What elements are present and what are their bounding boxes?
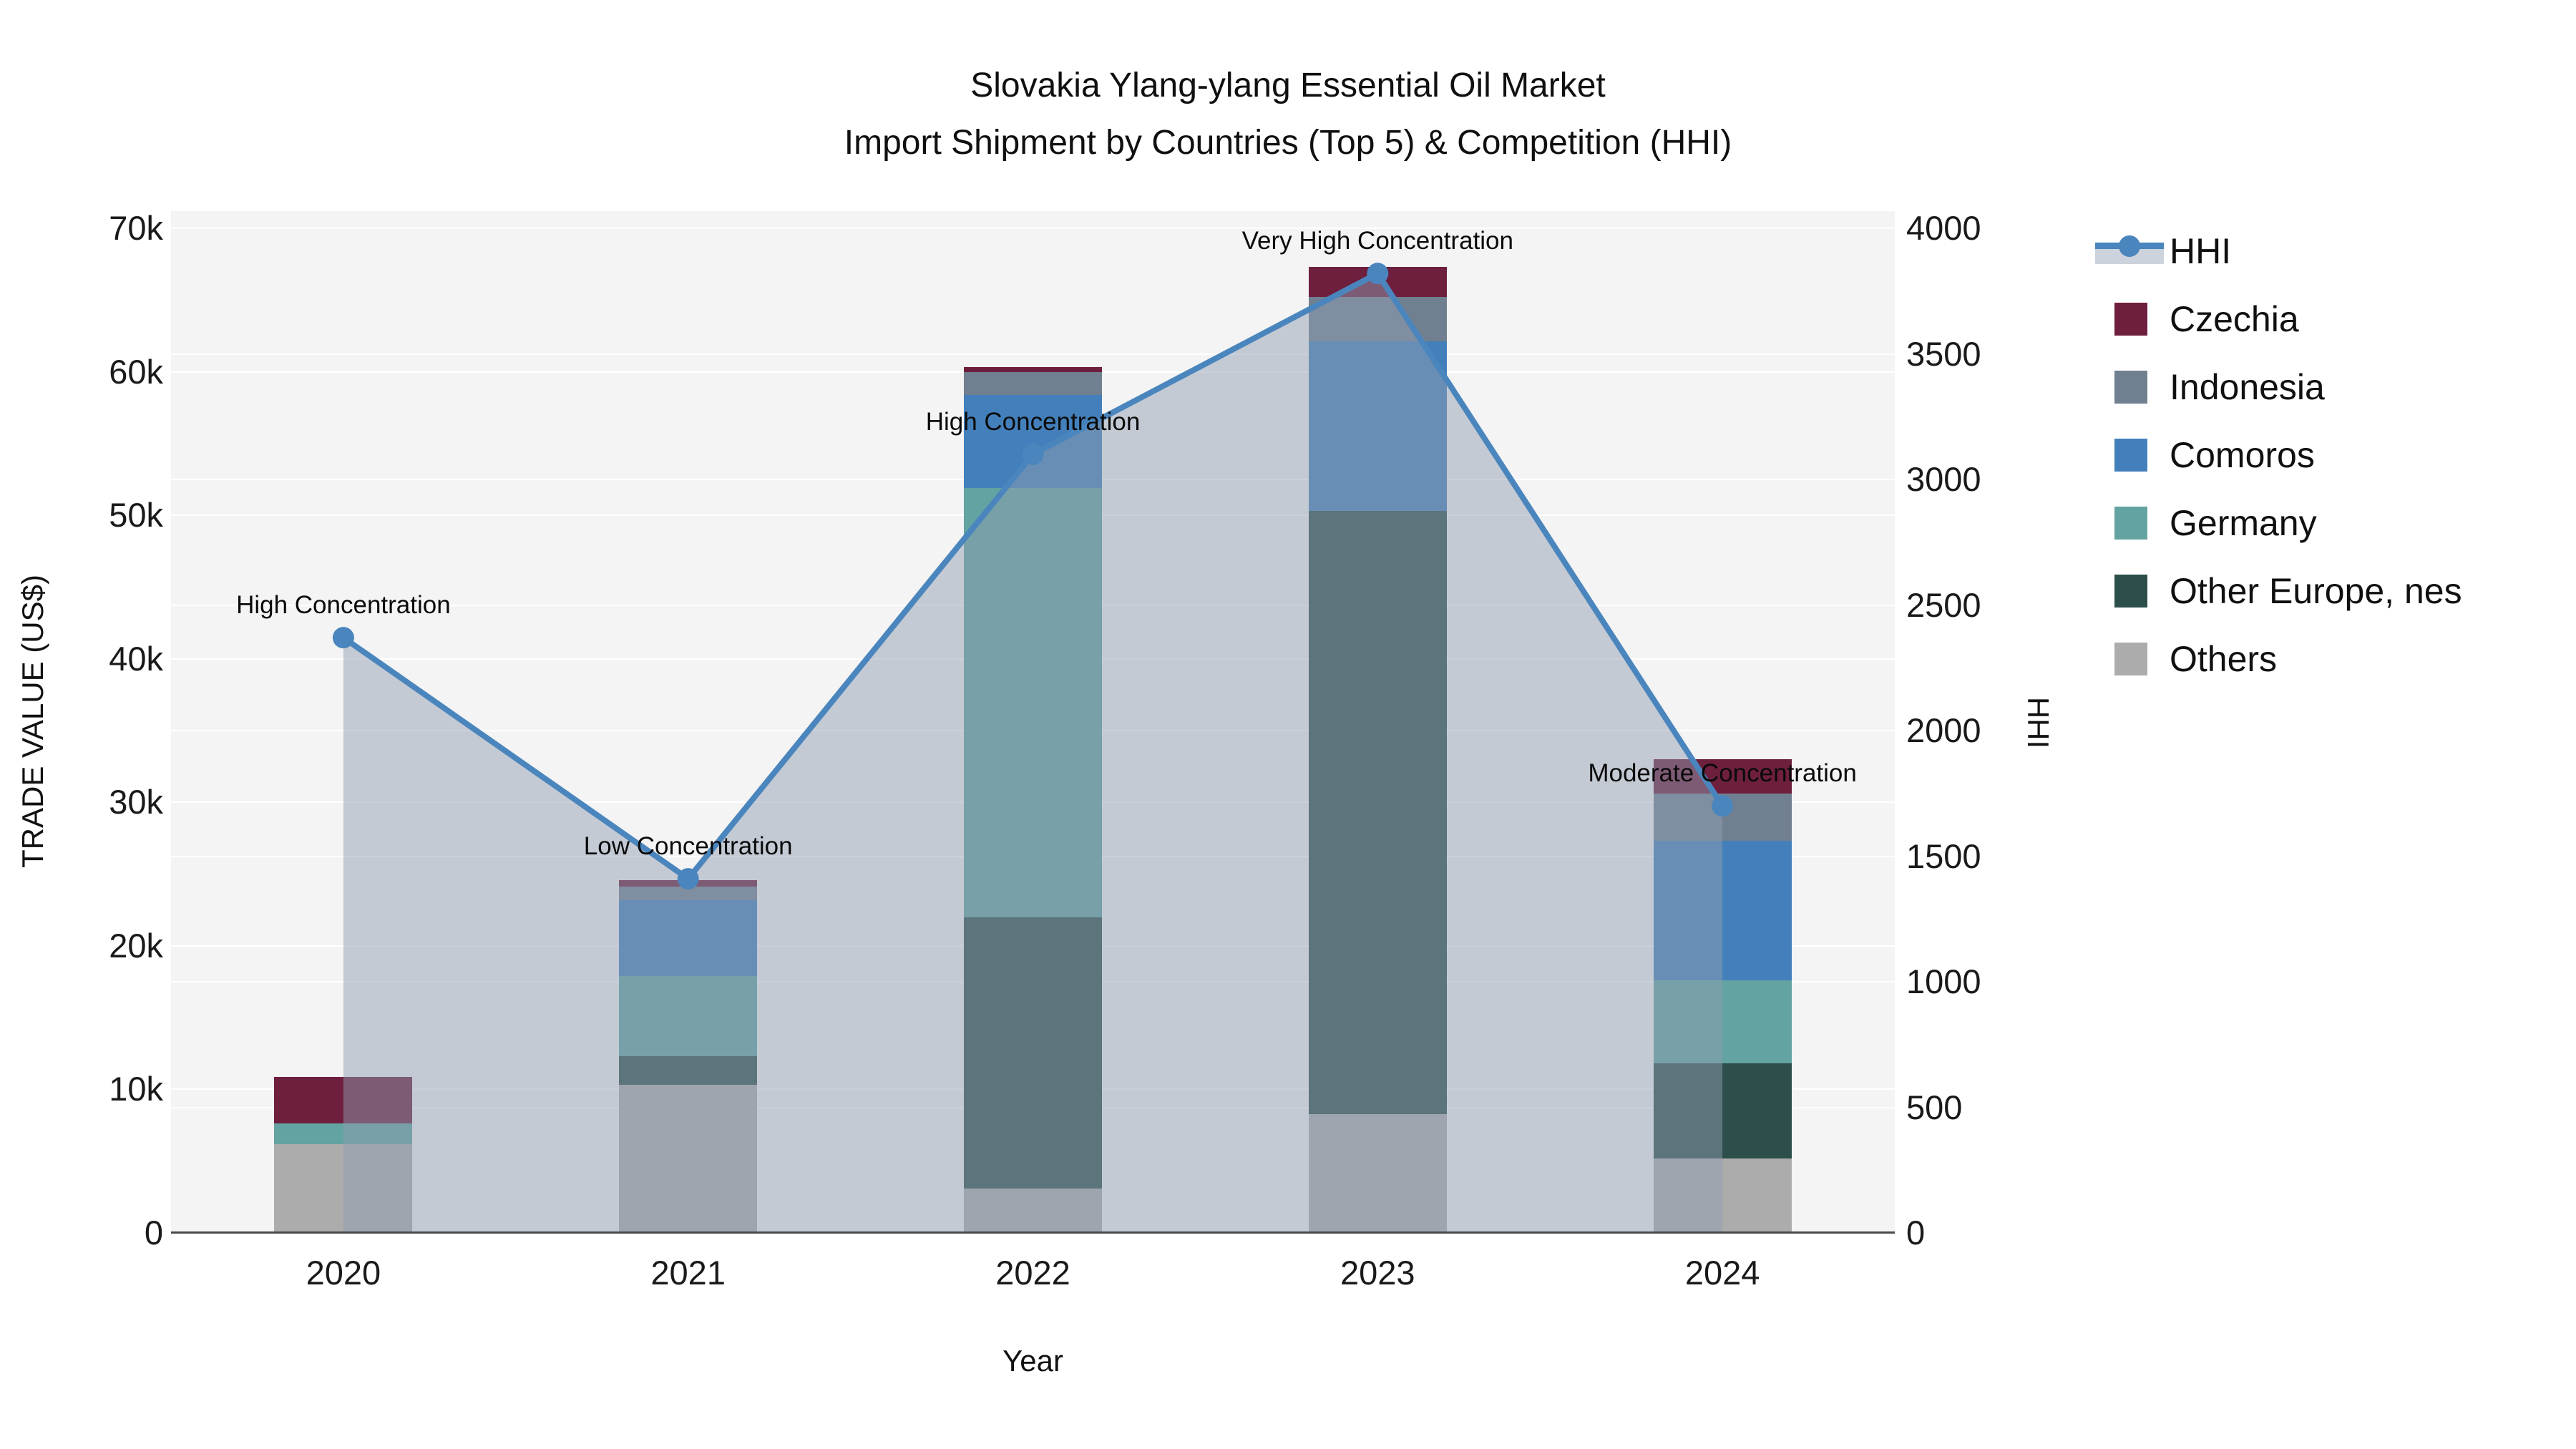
bar-segment-germany-2024[interactable] bbox=[1653, 980, 1792, 1064]
y-right-axis-title: HHI bbox=[2021, 696, 2055, 749]
legend-swatch-comoros bbox=[2114, 439, 2147, 472]
legend-item-others[interactable]: Others bbox=[2089, 635, 2547, 683]
bar-segment-others-2020[interactable] bbox=[274, 1143, 413, 1233]
annotation-2023: Very High Concentration bbox=[1241, 227, 1513, 255]
y-right-tick-2000: 2000 bbox=[1906, 711, 1981, 749]
y-left-tick-40k: 40k bbox=[109, 639, 163, 678]
legend-item-indonesia[interactable]: Indonesia bbox=[2089, 364, 2547, 411]
bar-segment-others-2024[interactable] bbox=[1653, 1158, 1792, 1233]
legend-label-indonesia: Indonesia bbox=[2170, 367, 2325, 407]
x-tick-2023: 2023 bbox=[1340, 1254, 1415, 1292]
annotation-2022: High Concentration bbox=[925, 407, 1141, 436]
hhi-overlay bbox=[332, 263, 1734, 1234]
bar-segment-comoros-2024[interactable] bbox=[1653, 841, 1792, 980]
bar-segment-indonesia-2023[interactable] bbox=[1308, 297, 1447, 342]
x-tick-2024: 2024 bbox=[1684, 1254, 1760, 1292]
hhi-marker-2024[interactable] bbox=[1712, 795, 1734, 817]
bar-segment-comoros-2022[interactable] bbox=[964, 394, 1102, 489]
bar-segment-czechia-2022[interactable] bbox=[964, 366, 1102, 372]
y-left-tick-20k: 20k bbox=[109, 926, 163, 965]
y-right-tick-3500: 3500 bbox=[1906, 334, 1981, 373]
y-left-tick-70k: 70k bbox=[109, 209, 163, 247]
plot-area bbox=[171, 211, 1895, 1234]
hhi-legend-glyph bbox=[2095, 235, 2164, 267]
hhi-marker-swatch bbox=[2119, 235, 2140, 257]
hhi-marker-2023[interactable] bbox=[1367, 263, 1389, 285]
x-axis-title: Year bbox=[1002, 1344, 1063, 1377]
hhi-marker-2020[interactable] bbox=[332, 627, 354, 649]
bar-segment-comoros-2023[interactable] bbox=[1308, 341, 1447, 512]
y-right-tick-500: 500 bbox=[1906, 1088, 1963, 1126]
y-left-tick-0: 0 bbox=[144, 1214, 163, 1252]
legend-label-hhi: HHI bbox=[2170, 231, 2232, 271]
annotation-2021: Low Concentration bbox=[583, 832, 793, 861]
legend-swatch-indonesia bbox=[2114, 371, 2147, 404]
legend-swatch-other_europe bbox=[2114, 575, 2147, 608]
bar-segment-others-2023[interactable] bbox=[1308, 1113, 1447, 1233]
x-tick-2021: 2021 bbox=[650, 1254, 726, 1292]
hhi-marker-2021[interactable] bbox=[677, 868, 699, 890]
annotation-2020: High Concentration bbox=[236, 591, 451, 620]
y-right-tick-4000: 4000 bbox=[1906, 209, 1981, 247]
legend-swatch-czechia bbox=[2114, 303, 2147, 336]
bar-segment-germany-2020[interactable] bbox=[274, 1123, 413, 1144]
bar-segment-czechia-2020[interactable] bbox=[274, 1077, 413, 1123]
legend-label-czechia: Czechia bbox=[2170, 299, 2299, 339]
y-left-tick-60k: 60k bbox=[109, 352, 163, 391]
bar-segment-comoros-2021[interactable] bbox=[619, 899, 758, 976]
legend-item-comoros[interactable]: Comoros bbox=[2089, 431, 2547, 479]
legend-item-czechia[interactable]: Czechia bbox=[2089, 296, 2547, 343]
annotation-2024: Moderate Concentration bbox=[1588, 759, 1857, 788]
hhi-area bbox=[343, 273, 1723, 1234]
legend-swatch-others bbox=[2114, 643, 2147, 675]
legend-item-germany[interactable]: Germany bbox=[2089, 499, 2547, 547]
gridline-hhi-4000 bbox=[171, 228, 1895, 229]
legend-item-hhi[interactable]: HHI bbox=[2089, 228, 2547, 275]
y-right-tick-3000: 3000 bbox=[1906, 460, 1981, 498]
gridline-hhi-3500 bbox=[171, 353, 1895, 355]
chart-title-line1: Slovakia Ylang-ylang Essential Oil Marke… bbox=[970, 67, 1606, 104]
y-right-tick-2500: 2500 bbox=[1906, 585, 1981, 624]
x-axis-line bbox=[171, 1231, 1895, 1234]
y-left-tick-10k: 10k bbox=[109, 1070, 163, 1108]
bar-segment-other_europe-2022[interactable] bbox=[964, 917, 1102, 1189]
bar-segment-other_europe-2024[interactable] bbox=[1653, 1063, 1792, 1158]
bar-segment-indonesia-2021[interactable] bbox=[619, 886, 758, 900]
y-right-tick-1000: 1000 bbox=[1906, 962, 1981, 1000]
bar-segment-indonesia-2022[interactable] bbox=[964, 371, 1102, 395]
chart-title-line2: Import Shipment by Countries (Top 5) & C… bbox=[844, 124, 1732, 162]
bar-segment-germany-2021[interactable] bbox=[619, 975, 758, 1057]
x-tick-2020: 2020 bbox=[306, 1254, 381, 1292]
y-left-tick-50k: 50k bbox=[109, 496, 163, 535]
legend-label-germany: Germany bbox=[2170, 503, 2317, 543]
legend-label-other_europe: Other Europe, nes bbox=[2170, 571, 2462, 611]
y-right-tick-0: 0 bbox=[1906, 1214, 1926, 1252]
bar-segment-others-2022[interactable] bbox=[964, 1188, 1102, 1233]
bar-segment-czechia-2024[interactable] bbox=[1653, 759, 1792, 794]
legend-swatch-germany bbox=[2114, 507, 2147, 540]
bar-segment-other_europe-2021[interactable] bbox=[619, 1056, 758, 1085]
legend-label-comoros: Comoros bbox=[2170, 435, 2315, 475]
bar-segment-germany-2022[interactable] bbox=[964, 488, 1102, 917]
legend-label-others: Others bbox=[2170, 639, 2278, 679]
y-right-tick-1500: 1500 bbox=[1906, 836, 1981, 875]
hhi-marker-2022[interactable] bbox=[1022, 443, 1044, 465]
bar-segment-other_europe-2023[interactable] bbox=[1308, 511, 1447, 1114]
x-tick-2022: 2022 bbox=[995, 1254, 1070, 1292]
bar-segment-others-2021[interactable] bbox=[619, 1085, 758, 1233]
y-left-tick-30k: 30k bbox=[109, 783, 163, 821]
legend-item-other_europe[interactable]: Other Europe, nes bbox=[2089, 567, 2547, 615]
